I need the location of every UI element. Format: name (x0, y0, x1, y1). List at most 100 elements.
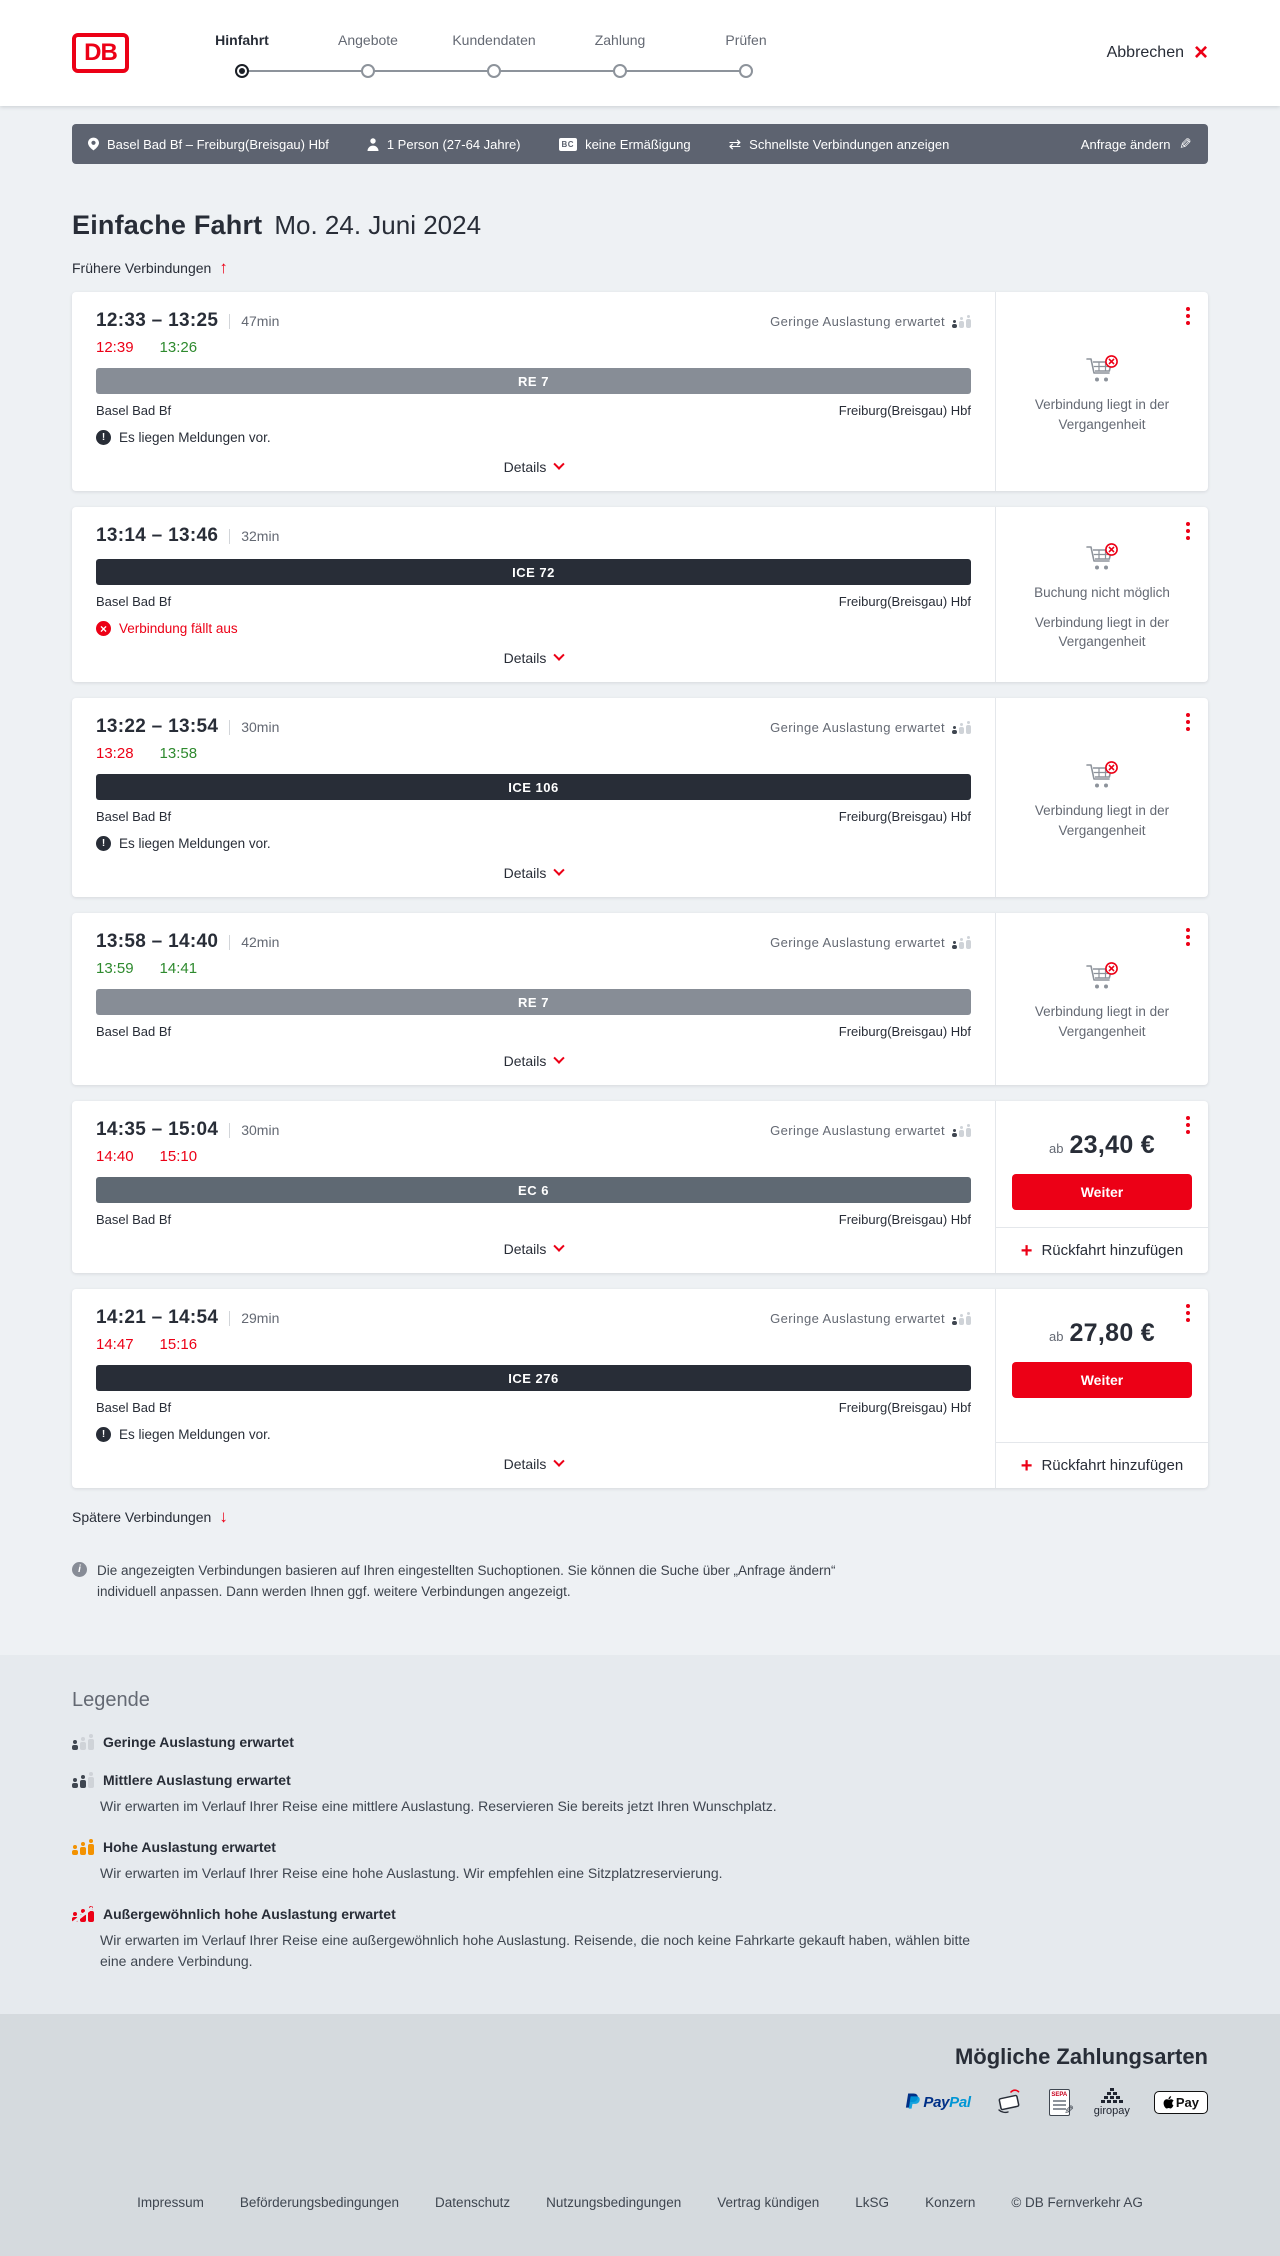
swap-arrows-icon: ⇄ (728, 135, 742, 153)
kebab-menu-button[interactable] (1184, 926, 1192, 948)
footer-link[interactable]: Nutzungsbedingungen (546, 2194, 682, 2210)
connection-message: × Verbindung fällt aus (96, 621, 971, 636)
panel-booking: ab 27,80 € Weiter + Rückfahrt hinzufügen (996, 1289, 1208, 1488)
details-button[interactable]: Details (504, 1455, 566, 1472)
kebab-menu-button[interactable] (1184, 305, 1192, 327)
kebab-menu-button[interactable] (1184, 1114, 1192, 1136)
details-button[interactable]: Details (504, 458, 566, 475)
origin-station: Basel Bad Bf (96, 1400, 172, 1415)
origin-station: Basel Bad Bf (96, 809, 172, 824)
legend-items: Geringe Auslastung erwartet Mittlere Aus… (70, 1733, 1208, 1972)
details-button[interactable]: Details (504, 864, 566, 881)
page-title: Einfache Fahrt Mo. 24. Juni 2024 (72, 210, 1208, 241)
stepper: Hinfahrt Angebote Kundendaten Zahlung Prüfen (179, 32, 809, 78)
legend-item-label: Außergewöhnlich hohe Auslastung erwartet (103, 1905, 396, 1922)
train-line-bar: ICE 106 (96, 774, 971, 800)
connection-time-row: 13:58 – 14:40 42min Geringe Auslastung e… (96, 931, 971, 953)
step-hinfahrt[interactable]: Hinfahrt (179, 32, 305, 78)
chevron-down-icon (553, 1455, 566, 1467)
occupancy-indicator: Geringe Auslastung erwartet (770, 1311, 971, 1326)
train-line-bar: ICE 72 (96, 559, 971, 585)
panel-status-text: Verbindung liegt in der Vergangenheit (1034, 1004, 1170, 1039)
duration: 32min (241, 528, 280, 544)
occupancy-icon (952, 935, 971, 949)
payment-title: Mögliche Zahlungsarten (954, 2043, 1208, 2069)
footer-link[interactable]: Konzern (925, 2194, 976, 2210)
step-kundendaten[interactable]: Kundendaten (431, 32, 557, 78)
stations-row: Basel Bad Bf Freiburg(Breisgau) Hbf (96, 1024, 971, 1039)
time-range: 13:14 – 13:46 (96, 525, 219, 546)
connection-message: ! Es liegen Meldungen vor. (96, 836, 971, 851)
kebab-menu-button[interactable] (1184, 1302, 1192, 1324)
legend-item: Außergewöhnlich hohe Auslastung erwartet… (70, 1905, 1208, 1972)
footer-link[interactable]: Beförderungsbedingungen (239, 2194, 400, 2210)
connection-time-row: 14:35 – 15:04 30min Geringe Auslastung e… (96, 1119, 971, 1141)
sort-text: Schnellste Verbindungen anzeigen (749, 136, 950, 152)
price-prefix: ab (1049, 1141, 1064, 1156)
passenger-summary: 1 Person (27-64 Jahre) (367, 137, 521, 152)
destination-station: Freiburg(Breisgau) Hbf (838, 1400, 971, 1415)
paypal-label-bold: Pay (923, 2093, 950, 2111)
kebab-menu-button[interactable] (1184, 711, 1192, 733)
panel-status-text: Buchung nicht möglich (1034, 585, 1170, 601)
legend-item-head: Geringe Auslastung erwartet (72, 1733, 1208, 1750)
footer-link[interactable]: LkSG (855, 2194, 890, 2210)
footer-link[interactable]: Vertrag kündigen (717, 2194, 820, 2210)
bahncard-icon: BC (558, 137, 578, 151)
connection-main: 13:14 – 13:46 32min ICE 72 Basel Bad Bf … (72, 507, 995, 682)
time-range: 13:58 – 14:40 (96, 931, 219, 952)
add-return-button[interactable]: + Rückfahrt hinzufügen (996, 1442, 1208, 1488)
cancel-button[interactable]: Abbrechen × (1107, 41, 1208, 65)
occupancy-level-icon (72, 1733, 94, 1750)
plus-icon: + (1020, 1239, 1033, 1262)
add-return-button[interactable]: + Rückfahrt hinzufügen (996, 1227, 1208, 1273)
details-button[interactable]: Details (504, 649, 566, 666)
occupancy-icon (952, 1311, 971, 1325)
connection-action-panel: Verbindung liegt in der Vergangenheit (995, 292, 1208, 491)
step-prüfen[interactable]: Prüfen (683, 32, 809, 78)
occupancy-indicator: Geringe Auslastung erwartet (770, 720, 971, 735)
details-button[interactable]: Details (504, 1240, 566, 1257)
stations-row: Basel Bad Bf Freiburg(Breisgau) Hbf (96, 809, 971, 824)
duration: 30min (241, 719, 280, 735)
paypal-label-light: Pal (949, 2093, 971, 2111)
legend-title: Legende (72, 1688, 150, 1711)
legend-item-head: Außergewöhnlich hohe Auslastung erwartet (70, 1905, 1208, 1925)
later-connections-link[interactable]: Spätere Verbindungen ↓ (72, 1508, 228, 1525)
footer-link[interactable]: Impressum (137, 2194, 204, 2210)
stations-row: Basel Bad Bf Freiburg(Breisgau) Hbf (96, 1212, 971, 1227)
panel-status-text: Verbindung liegt in der Vergangenheit (1034, 802, 1170, 838)
step-circle-icon (361, 64, 375, 78)
legend-item-head: Mittlere Auslastung erwartet (72, 1771, 1208, 1788)
continue-button[interactable]: Weiter (1012, 1362, 1192, 1398)
message-text: Es liegen Meldungen vor. (119, 430, 271, 445)
time-range: 13:22 – 13:54 (96, 716, 219, 737)
step-zahlung[interactable]: Zahlung (557, 32, 683, 78)
earlier-connections-link[interactable]: Frühere Verbindungen ↑ (72, 259, 228, 276)
divider (229, 1310, 231, 1326)
edit-request-button[interactable]: Anfrage ändern ✎ (1081, 135, 1192, 153)
kebab-menu-button[interactable] (1184, 520, 1192, 542)
info-icon: i (72, 1562, 87, 1577)
payment-section: Mögliche Zahlungsarten PayPal SEPA ✎ gir… (0, 2013, 1280, 2151)
journey-type-title: Einfache Fahrt (72, 210, 263, 240)
stations-row: Basel Bad Bf Freiburg(Breisgau) Hbf (96, 594, 971, 609)
step-angebote[interactable]: Angebote (305, 32, 431, 78)
search-options-note: i Die angezeigten Verbindungen basieren … (72, 1561, 862, 1603)
cart-unavailable-icon (1086, 543, 1118, 570)
discount-text: keine Ermäßigung (585, 136, 691, 152)
step-label: Angebote (338, 32, 398, 48)
footer-link[interactable]: Datenschutz (435, 2194, 511, 2210)
page-footer: Impressum Beförderungsbedingungen Datensch… (0, 2150, 1280, 2256)
connection-main: 14:35 – 15:04 30min Geringe Auslastung e… (72, 1101, 995, 1273)
destination-station: Freiburg(Breisgau) Hbf (838, 1024, 971, 1039)
details-button[interactable]: Details (504, 1052, 566, 1069)
realtime-arrival: 13:58 (159, 745, 198, 762)
panel-status-lines: Verbindung liegt in der Vergangenheit (1014, 385, 1190, 434)
destination-station: Freiburg(Breisgau) Hbf (838, 1212, 971, 1227)
divider (229, 934, 231, 950)
legend-item-description: Wir erwarten im Verlauf Ihrer Reise eine… (100, 1864, 723, 1881)
continue-button[interactable]: Weiter (1012, 1174, 1192, 1210)
time-range: 14:35 – 15:04 (96, 1119, 219, 1140)
arrow-up-icon: ↑ (219, 258, 228, 277)
